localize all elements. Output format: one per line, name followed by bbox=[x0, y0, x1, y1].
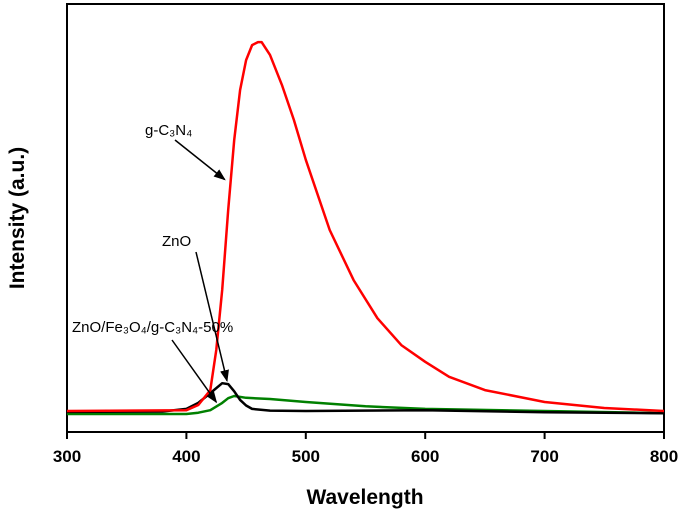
annotation-arrow bbox=[171, 339, 218, 404]
x-tick-label: 700 bbox=[530, 447, 558, 466]
annotation-label: ZnO bbox=[162, 233, 191, 250]
annotation-arrow bbox=[174, 139, 226, 181]
x-axis-label: Wavelength bbox=[306, 486, 423, 509]
series-line-0 bbox=[66, 40, 665, 413]
x-tick-label: 300 bbox=[53, 447, 81, 466]
annotation-label: ZnO/Fe₃O₄/g-C₃N₄-50% bbox=[72, 319, 233, 336]
annotation-label: g-C₃N₄ bbox=[145, 122, 192, 139]
x-tick-label: 500 bbox=[292, 447, 320, 466]
x-tick-label: 800 bbox=[650, 447, 678, 466]
annotation-arrow bbox=[195, 251, 229, 383]
y-axis-label: Intensity (a.u.) bbox=[6, 147, 29, 289]
x-tick-label: 600 bbox=[411, 447, 439, 466]
series-line-1 bbox=[66, 381, 665, 415]
plot-frame bbox=[66, 3, 665, 433]
x-tick-label: 400 bbox=[172, 447, 200, 466]
series-line-2 bbox=[67, 394, 665, 416]
